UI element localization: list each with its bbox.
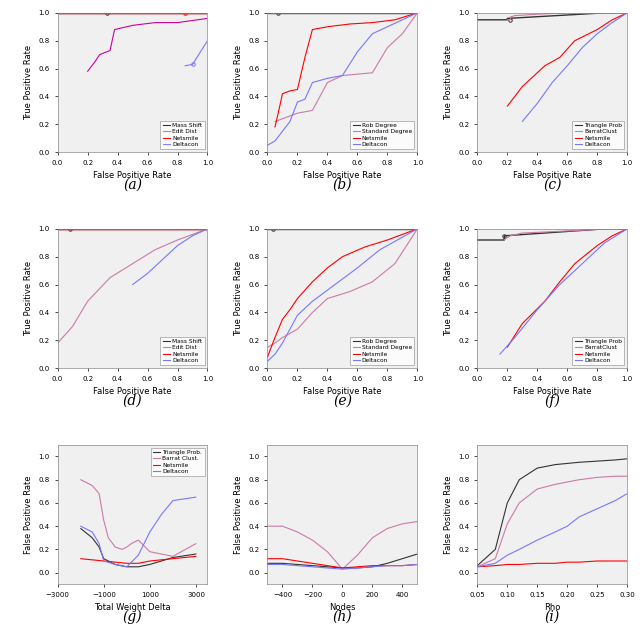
Y-axis label: False Positive Rate: False Positive Rate [24,475,33,554]
Text: (b): (b) [333,178,352,192]
Legend: Rob Degree, Standard Degree, Netsmile, Deltacon: Rob Degree, Standard Degree, Netsmile, D… [350,337,415,365]
Text: (c): (c) [543,178,561,192]
Legend: Mass Shift, Edit Dist, Netsmile, Deltacon: Mass Shift, Edit Dist, Netsmile, Deltaco… [161,337,205,365]
Y-axis label: True Positive Rate: True Positive Rate [234,45,243,120]
X-axis label: Nodes: Nodes [329,603,356,612]
Text: (e): (e) [333,394,352,408]
Text: (a): (a) [123,178,142,192]
Y-axis label: True Positive Rate: True Positive Rate [24,45,33,120]
Text: (f): (f) [544,394,560,408]
Y-axis label: False Positive Rate: False Positive Rate [444,475,453,554]
Y-axis label: True Positive Rate: True Positive Rate [24,261,33,336]
Y-axis label: True Positive Rate: True Positive Rate [444,45,453,120]
Legend: Triangle Prob, BarratClust, Netsmile, Deltacon: Triangle Prob, BarratClust, Netsmile, De… [572,121,624,150]
Text: (i): (i) [545,610,560,624]
Legend: Triangle Prob., Barrat Clust., Netsmile, Deltacon: Triangle Prob., Barrat Clust., Netsmile,… [150,447,205,476]
X-axis label: False Positive Rate: False Positive Rate [93,171,172,180]
X-axis label: False Positive Rate: False Positive Rate [513,387,591,396]
Text: (g): (g) [123,610,142,624]
Y-axis label: True Positive Rate: True Positive Rate [444,261,453,336]
Legend: Mass Shift, Edit Dist, Netsmile, Deltacon: Mass Shift, Edit Dist, Netsmile, Deltaco… [161,121,205,150]
X-axis label: Rho: Rho [544,603,561,612]
Y-axis label: False Positive Rate: False Positive Rate [234,475,243,554]
Legend: Rob Degree, Standard Degree, Netsmile, Deltacon: Rob Degree, Standard Degree, Netsmile, D… [350,121,415,150]
X-axis label: False Positive Rate: False Positive Rate [303,171,381,180]
Text: (h): (h) [333,610,352,624]
X-axis label: False Positive Rate: False Positive Rate [303,387,381,396]
X-axis label: Total Weight Delta: Total Weight Delta [94,603,171,612]
X-axis label: False Positive Rate: False Positive Rate [513,171,591,180]
Y-axis label: True Positive Rate: True Positive Rate [234,261,243,336]
Text: (d): (d) [123,394,142,408]
X-axis label: False Positive Rate: False Positive Rate [93,387,172,396]
Legend: Triangle Prob, BarratClust, Netsmile, Deltacon: Triangle Prob, BarratClust, Netsmile, De… [572,337,624,365]
